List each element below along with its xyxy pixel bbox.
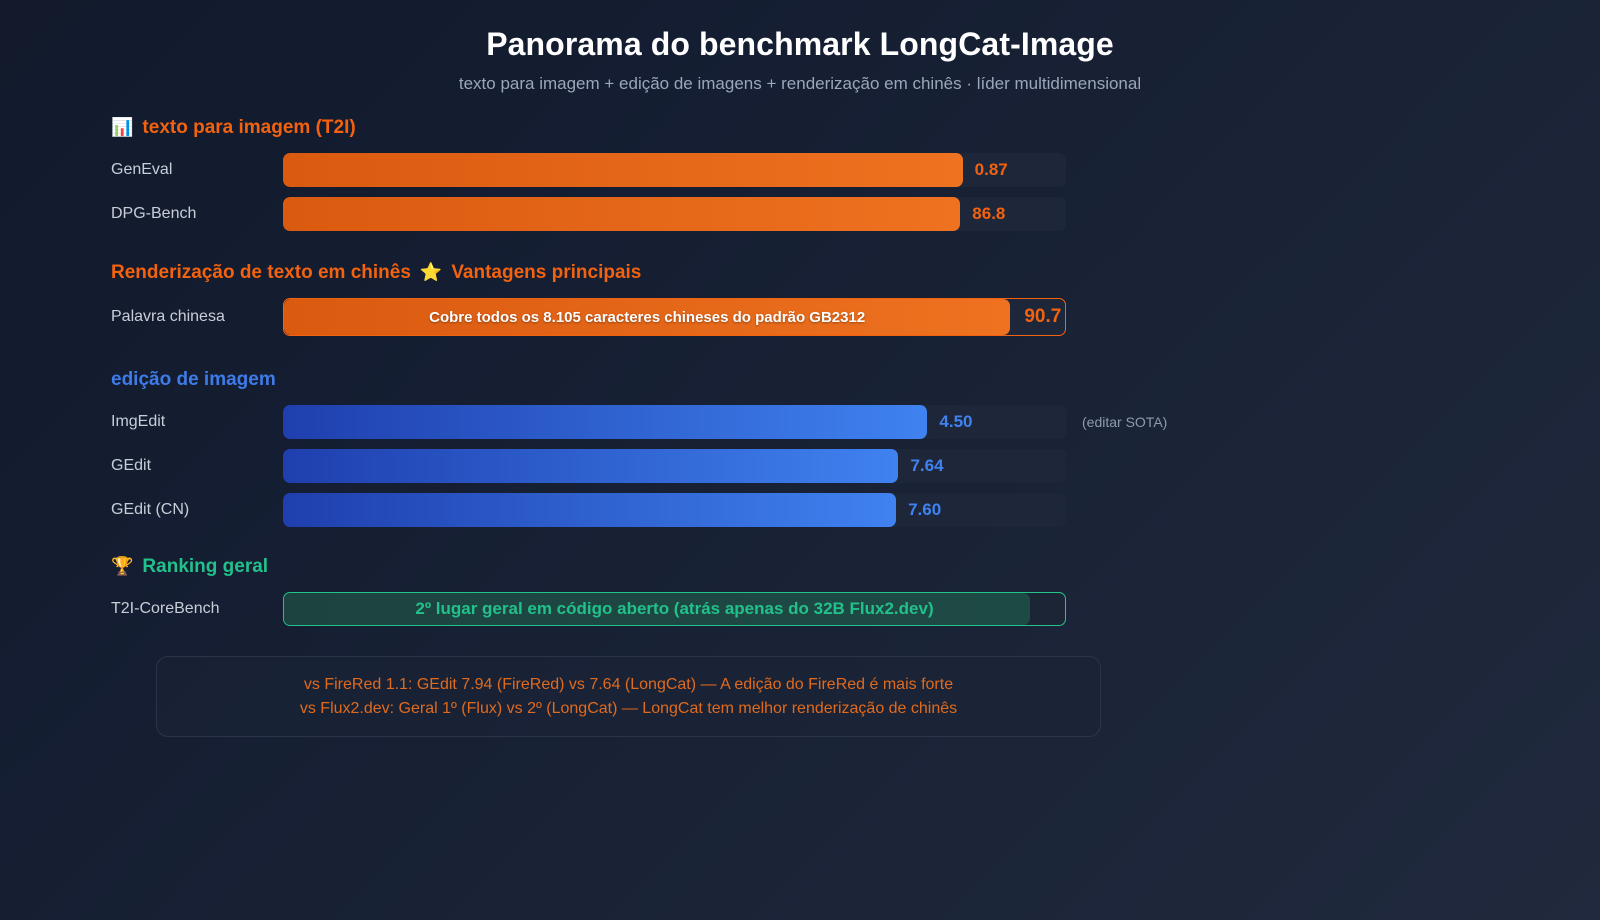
bar-value: 7.60 — [908, 500, 942, 519]
bar-fill — [283, 153, 963, 187]
t2i-rows: GenEval 0.87 DPG-Bench 86.8 — [111, 153, 1560, 231]
star-icon: ⭐ — [419, 261, 443, 283]
bar-track: 0.87 — [283, 153, 1066, 187]
section-title-ranking-label: Ranking geral — [142, 556, 269, 577]
bar-value: 0.87 — [974, 160, 1008, 179]
bar-track: 4.50 — [283, 405, 1066, 439]
section-title-chinese: Renderização de texto em chinês ⭐ Vantag… — [111, 263, 1560, 282]
note-line-firered: vs FireRed 1.1: GEdit 7.94 (FireRed) vs … — [303, 676, 954, 693]
bar-fill — [283, 197, 961, 231]
bar-track: 2º lugar geral em código aberto (atrás a… — [283, 592, 1066, 626]
bar-fill — [283, 449, 899, 483]
edit-rows: ImgEdit 4.50 (editar SOTA) GEdit 7.64 GE… — [111, 405, 1560, 527]
comparison-note-box: vs FireRed 1.1: GEdit 7.94 (FireRed) vs … — [156, 656, 1101, 738]
page-subtitle: texto para imagem + edição de imagens + … — [458, 74, 1142, 93]
bar-row: DPG-Bench 86.8 — [111, 197, 1560, 231]
bar-chart-icon: 📊 — [111, 116, 134, 138]
bar-annotation: 2º lugar geral em código aberto (atrás a… — [415, 599, 934, 618]
section-ranking: 🏆 Ranking geral T2I-CoreBench 2º lugar g… — [111, 557, 1560, 626]
bar-fill — [284, 299, 1011, 335]
section-title-t2i: 📊 texto para imagem (T2I) — [111, 118, 1560, 137]
trophy-icon: 🏆 — [111, 555, 134, 577]
bar-row: ImgEdit 4.50 (editar SOTA) — [111, 405, 1560, 439]
page-header: Panorama do benchmark LongCat-Image text… — [0, 0, 1600, 94]
ranking-rows: T2I-CoreBench 2º lugar geral em código a… — [111, 592, 1560, 626]
bar-row: Palavra chinesa Cobre todos os 8.105 car… — [111, 298, 1560, 336]
page-title: Panorama do benchmark LongCat-Image — [486, 26, 1114, 62]
bar-value: 90.7 — [1024, 306, 1062, 327]
bar-fill — [283, 493, 897, 527]
chinese-rows: Palavra chinesa Cobre todos os 8.105 car… — [111, 298, 1560, 336]
bar-track: 7.64 — [283, 449, 1066, 483]
bar-side-note: (editar SOTA) — [1082, 414, 1168, 430]
section-image-editing: edição de imagem ImgEdit 4.50 (editar SO… — [111, 370, 1560, 527]
section-chinese-rendering: Renderização de texto em chinês ⭐ Vantag… — [111, 263, 1560, 336]
bar-value: 4.50 — [939, 412, 973, 431]
bar-annotation: Cobre todos os 8.105 caracteres chineses… — [429, 308, 866, 326]
bar-track: 86.8 — [283, 197, 1066, 231]
bar-track: Cobre todos os 8.105 caracteres chineses… — [283, 298, 1066, 336]
bar-track: 7.60 — [283, 493, 1066, 527]
bar-row: GEdit 7.64 — [111, 449, 1560, 483]
bar-label: GenEval — [111, 161, 173, 178]
bar-value: 7.64 — [910, 456, 944, 475]
note-line-flux: vs Flux2.dev: Geral 1º (Flux) vs 2º (Lon… — [299, 699, 958, 717]
section-title-edit: edição de imagem — [111, 370, 1560, 389]
section-title-edit-label: edição de imagem — [111, 369, 276, 390]
bar-row: T2I-CoreBench 2º lugar geral em código a… — [111, 592, 1560, 626]
section-text-to-image: 📊 texto para imagem (T2I) GenEval 0.87 D… — [111, 118, 1560, 231]
section-title-ranking: 🏆 Ranking geral — [111, 557, 1560, 576]
bar-value: 86.8 — [972, 204, 1006, 223]
bar-fill — [284, 593, 1030, 625]
section-title-t2i-label: texto para imagem (T2I) — [142, 117, 356, 138]
section-title-chinese-suffix: Vantagens principais — [451, 262, 642, 283]
bar-fill — [283, 405, 928, 439]
bar-row: GEdit (CN) 7.60 — [111, 493, 1560, 527]
bar-label: ImgEdit — [111, 413, 166, 430]
section-title-chinese-label: Renderização de texto em chinês — [111, 262, 411, 283]
bar-label: T2I-CoreBench — [111, 600, 220, 617]
bar-label: GEdit (CN) — [111, 501, 190, 518]
bar-label: DPG-Bench — [111, 205, 197, 222]
bar-row: GenEval 0.87 — [111, 153, 1560, 187]
bar-label: GEdit — [111, 457, 152, 474]
benchmark-board: 📊 texto para imagem (T2I) GenEval 0.87 D… — [0, 118, 1600, 738]
bar-label: Palavra chinesa — [111, 308, 225, 325]
